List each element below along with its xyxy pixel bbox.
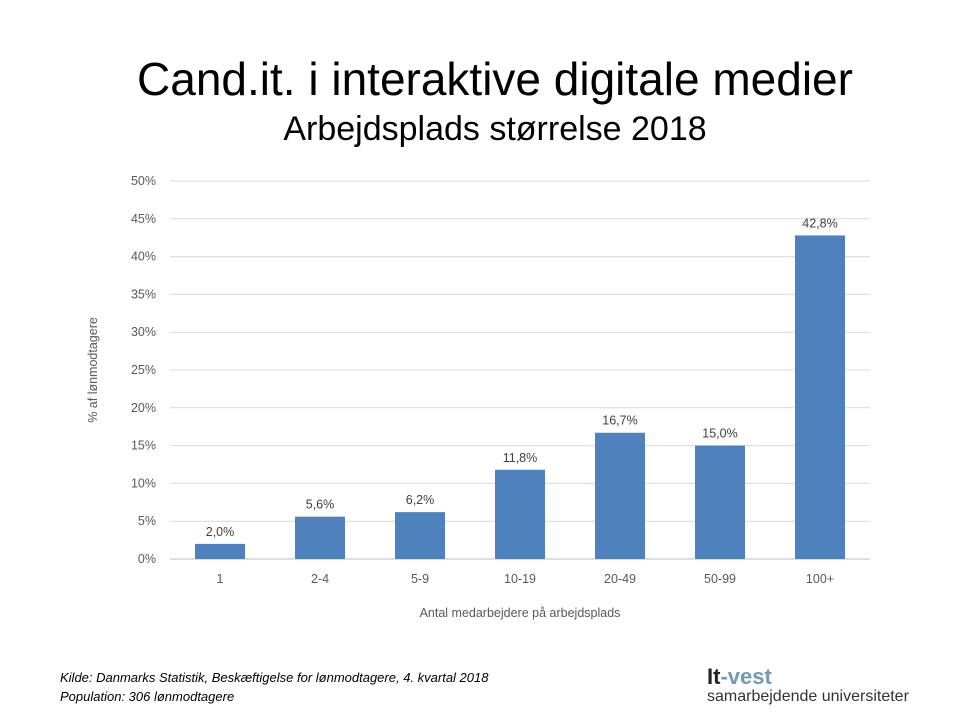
data-label: 6,2%: [406, 493, 435, 507]
it-vest-logo: It-vest samarbejdende universiteter: [707, 666, 909, 706]
y-tick-label: 5%: [138, 514, 156, 528]
source-note: Kilde: Danmarks Statistik, Beskæftigelse…: [60, 668, 488, 706]
x-tick-label: 2-4: [311, 572, 329, 586]
x-tick-label: 5-9: [411, 572, 429, 586]
source-text: Kilde: Danmarks Statistik, Beskæftigelse…: [60, 670, 489, 685]
x-tick-label: 50-99: [704, 572, 736, 586]
y-tick-label: 45%: [131, 212, 156, 226]
y-tick-label: 35%: [131, 287, 156, 301]
y-axis-label: % af lønmodtagere: [86, 317, 100, 423]
chart-title: Cand.it. i interaktive digitale medier: [137, 53, 853, 105]
bar-10-19: [495, 469, 545, 559]
bar-50-99: [695, 445, 745, 559]
chart-subtitle: Arbejdsplads størrelse 2018: [283, 110, 707, 148]
bar-100+: [795, 235, 845, 559]
population-text: Population: 306 lønmodtagere: [60, 689, 235, 704]
x-axis-label: Antal medarbejdere på arbejdsplads: [420, 606, 621, 620]
data-label: 5,6%: [306, 498, 335, 512]
data-label: 16,7%: [602, 414, 637, 428]
y-tick-label: 30%: [131, 325, 156, 339]
logo-vest: -vest: [720, 664, 772, 689]
x-tick-label: 10-19: [504, 572, 536, 586]
y-tick-label: 0%: [138, 552, 156, 566]
logo-it: It: [707, 664, 721, 689]
x-tick-label: 100+: [806, 572, 834, 586]
y-tick-label: 20%: [131, 401, 156, 415]
data-label: 2,0%: [206, 525, 235, 539]
bar-1: [195, 543, 245, 559]
y-tick-label: 25%: [131, 363, 156, 377]
data-label: 11,8%: [503, 451, 538, 465]
y-tick-label: 10%: [131, 476, 156, 490]
y-tick-label: 50%: [131, 174, 156, 188]
x-tick-label: 20-49: [604, 572, 636, 586]
y-tick-label: 40%: [131, 250, 156, 264]
bar-5-9: [395, 512, 445, 559]
y-tick-label: 15%: [131, 439, 156, 453]
data-label: 42,8%: [802, 216, 837, 230]
bar-2-4: [295, 516, 345, 559]
x-tick-label: 1: [217, 572, 224, 586]
logo-tagline: samarbejdende universiteter: [707, 688, 909, 705]
bar-20-49: [595, 432, 645, 559]
data-label: 15,0%: [702, 427, 737, 441]
